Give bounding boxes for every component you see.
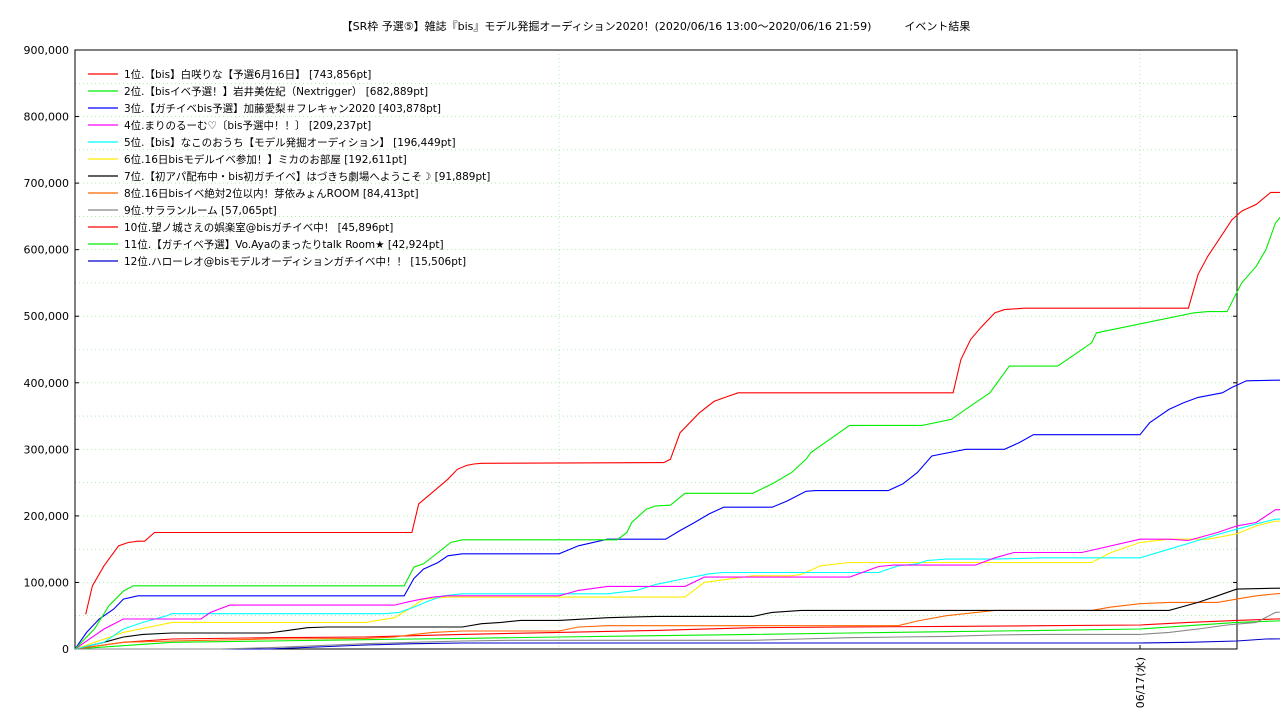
series-line-3 xyxy=(74,379,1280,650)
y-axis: 0 100,000 200,000 300,000 400,000 500,000 600,… xyxy=(24,44,1237,656)
legend-entry-4: 4位.まりのるーむ♡〔bis予選中！！〕 [209,237pt] xyxy=(124,119,371,132)
series-line-5 xyxy=(74,518,1280,650)
series-line-9 xyxy=(75,611,1280,650)
series-line-10 xyxy=(74,618,1280,650)
y-tick-label: 200,000 xyxy=(24,510,70,523)
legend-entry-1: 1位.【bis】白咲りな【予選6月16日】 [743,856pt] xyxy=(124,68,371,81)
y-tick-label: 700,000 xyxy=(24,177,70,190)
plot-frame xyxy=(74,49,1238,650)
legend-entry-7: 7位.【初アパ配布中・bis初ガチイベ】はづきち劇場へようこそ☽ [91,889… xyxy=(124,170,490,183)
series-line-12 xyxy=(75,638,1280,650)
y-tick-label: 900,000 xyxy=(24,44,70,57)
series-lines xyxy=(74,191,1280,650)
y-tick-label: 300,000 xyxy=(24,443,70,456)
series-line-4 xyxy=(74,509,1280,650)
legend-entry-5: 5位.【bis】なこのおうち【モデル発掘オーディション】 [196,449pt] xyxy=(124,136,456,149)
legend-entry-10: 10位.望ノ城さえの娯楽室@bisガチイベ中！ [45,896pt] xyxy=(124,221,393,234)
y-tick-label: 100,000 xyxy=(24,576,70,589)
legend: 1位.【bis】白咲りな【予選6月16日】 [743,856pt] 2位.【bis… xyxy=(88,68,490,268)
legend-entry-2: 2位.【bisイベ予選！】岩井美佐紀（Nextrigger） [682,889p… xyxy=(124,85,428,98)
grid xyxy=(75,50,1237,649)
legend-entry-8: 8位.16日bisイベ絶対2位以内！芽依みょんROOM [84,413pt] xyxy=(124,187,419,200)
legend-entry-3: 3位.【ガチイベbis予選】加藤愛梨＃フレキャン2020 [403,878pt] xyxy=(124,102,441,115)
series-line-1 xyxy=(85,191,1280,615)
series-line-8 xyxy=(74,593,1280,650)
chart-title: 【SR枠 予選⑤】雑誌『bis』モデル発掘オーディション2020！(2020/0… xyxy=(342,19,971,33)
x-axis: 06/17(水) xyxy=(1134,645,1147,708)
series-line-2 xyxy=(74,216,1280,650)
y-tick-label: 500,000 xyxy=(24,310,70,323)
y-tick-label: 800,000 xyxy=(24,111,70,124)
series-line-7 xyxy=(74,587,1280,650)
legend-entry-12: 12位.ハローレオ@bisモデルオーディションガチイベ中！！ [15,506pt… xyxy=(124,255,466,268)
y-tick-label: 600,000 xyxy=(24,244,70,257)
legend-entry-11: 11位.【ガチイベ予選】Vo.Ayaのまったりtalk Room★ [42,92… xyxy=(124,238,444,251)
legend-entry-6: 6位.16日bisモデルイベ参加！】ミカのお部屋 [192,611pt] xyxy=(124,153,407,166)
series-line-11 xyxy=(74,620,1280,650)
y-tick-label: 0 xyxy=(62,643,69,656)
x-tick-label: 06/17(水) xyxy=(1134,657,1147,708)
legend-entry-9: 9位.サラランルーム [57,065pt] xyxy=(124,204,277,217)
y-tick-label: 400,000 xyxy=(24,377,70,390)
